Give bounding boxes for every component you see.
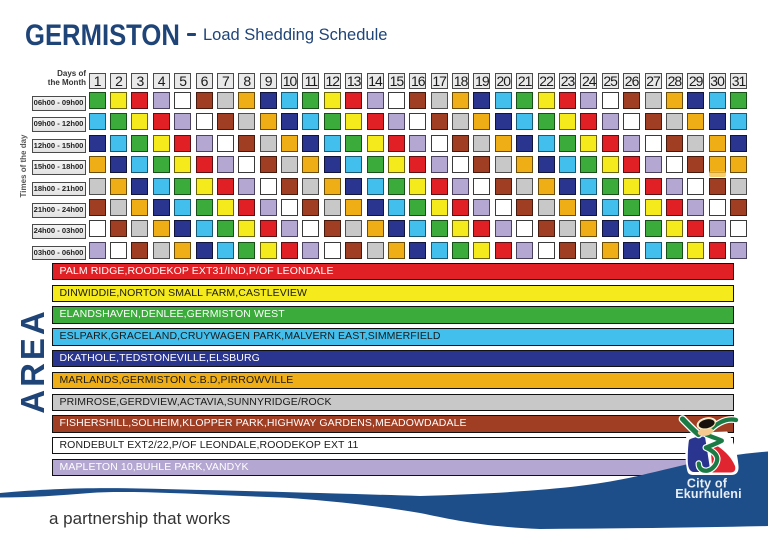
svg-text:City of: City of <box>687 477 728 491</box>
svg-text:Ekurhuleni: Ekurhuleni <box>675 487 742 501</box>
